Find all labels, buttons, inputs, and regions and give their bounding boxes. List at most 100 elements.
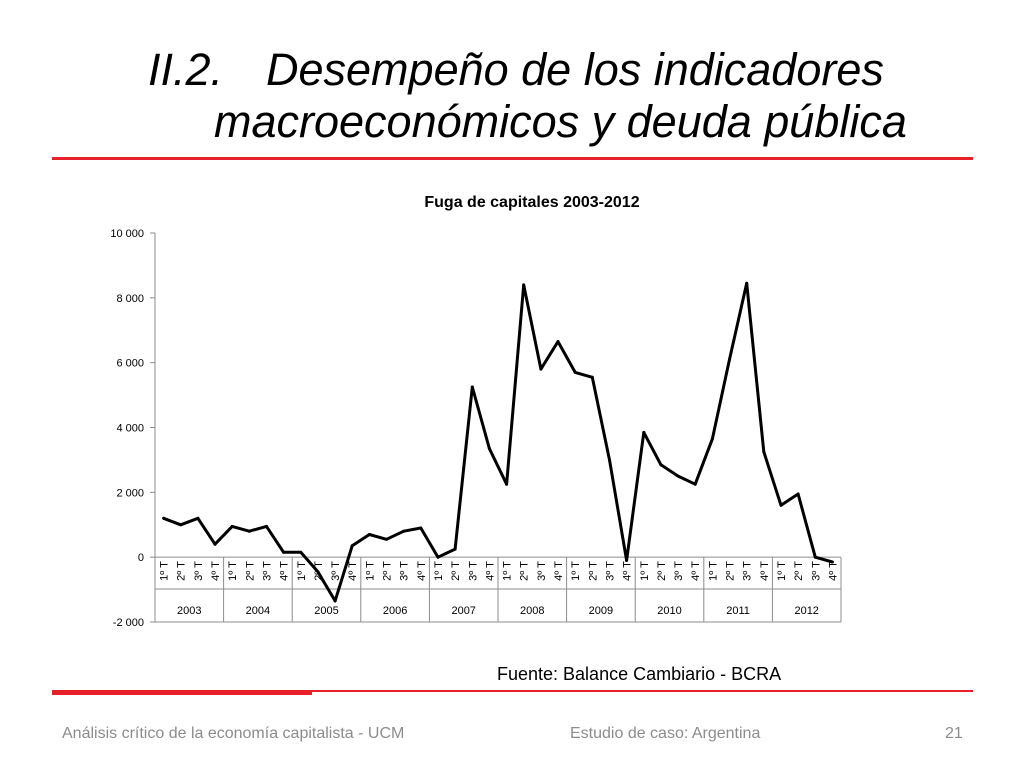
quarter-label: 3º T (810, 561, 822, 581)
data-point (436, 555, 440, 559)
quarter-label: 1º T (433, 561, 445, 581)
year-label: 2007 (451, 605, 475, 617)
data-point (367, 533, 371, 536)
quarter-label: 2º T (382, 561, 394, 581)
data-point (385, 537, 388, 541)
quarter-label: 1º T (502, 561, 514, 581)
data-point (230, 524, 234, 528)
data-point (179, 523, 183, 527)
quarter-label: 4º T (279, 561, 291, 581)
data-point (453, 547, 457, 551)
quarter-label: 2º T (450, 561, 462, 581)
quarter-label: 1º T (159, 561, 171, 581)
quarter-label: 4º T (759, 561, 771, 581)
footer-center: Estudio de caso: Argentina (570, 725, 761, 742)
data-point (162, 516, 166, 520)
data-point (247, 529, 251, 533)
data-point (659, 463, 663, 467)
year-label: 2005 (314, 605, 338, 617)
data-point (590, 375, 594, 379)
quarter-label: 3º T (261, 561, 273, 581)
data-point (762, 450, 766, 454)
year-label: 2003 (177, 605, 201, 617)
quarter-label: 3º T (742, 561, 754, 581)
data-point (487, 447, 491, 451)
quarter-label: 3º T (673, 561, 685, 581)
quarter-label: 3º T (467, 561, 479, 581)
quarter-label: 1º T (296, 561, 308, 581)
data-point (470, 385, 474, 389)
data-point (196, 516, 200, 520)
data-point (693, 482, 697, 486)
y-tick-label: 4 000 (116, 423, 144, 435)
quarter-label: 1º T (227, 561, 239, 581)
quarter-label: 1º T (707, 561, 719, 581)
quarter-label: 4º T (690, 561, 702, 581)
year-label: 2008 (520, 605, 544, 617)
quarter-label: 1º T (570, 561, 582, 581)
quarter-label: 4º T (622, 561, 634, 581)
quarter-label: 3º T (399, 561, 411, 581)
bottom-divider (52, 690, 973, 692)
quarter-label: 2º T (519, 561, 531, 581)
data-point (625, 558, 629, 562)
quarter-label: 1º T (364, 561, 376, 581)
data-point (522, 283, 526, 287)
data-point (282, 550, 286, 554)
footer-left: Análisis crítico de la economía capitali… (62, 725, 405, 742)
year-label: 2004 (246, 605, 270, 617)
data-point (676, 474, 680, 478)
data-point (265, 524, 268, 528)
data-point (830, 560, 834, 564)
quarter-label: 4º T (827, 561, 839, 581)
year-label: 2011 (726, 605, 750, 617)
year-label: 2006 (383, 605, 407, 617)
bottom-divider-accent (52, 690, 312, 695)
quarter-label: 2º T (793, 561, 805, 581)
data-point (333, 599, 337, 603)
quarter-label: 1º T (776, 561, 788, 581)
series-line (163, 281, 833, 603)
quarter-label: 4º T (210, 561, 222, 581)
quarter-label: 1º T (639, 561, 651, 581)
data-point (779, 503, 783, 507)
data-point (316, 570, 320, 574)
quarter-label: 4º T (484, 561, 496, 581)
top-divider (52, 157, 973, 160)
year-label: 2012 (794, 605, 818, 617)
page-number: 21 (945, 725, 963, 742)
data-point (813, 555, 817, 559)
slide-title: II.2. Desempeño de los indicadores macroe… (148, 44, 1008, 148)
year-label: 2009 (589, 605, 613, 617)
data-point (505, 482, 509, 486)
quarter-label: 3º T (536, 561, 548, 581)
data-point (556, 340, 560, 344)
quarter-label: 3º T (193, 561, 205, 581)
quarter-label: 2º T (587, 561, 599, 581)
y-tick-label: 6 000 (116, 358, 144, 370)
year-label: 2010 (657, 605, 681, 617)
data-point (213, 542, 217, 546)
data-point (350, 544, 354, 548)
data-point (402, 529, 406, 533)
data-point (728, 357, 731, 361)
quarter-label: 2º T (244, 561, 256, 581)
y-tick-label: 2 000 (116, 487, 144, 499)
chart-title: Fuga de capitales 2003-2012 (424, 194, 639, 211)
y-tick-label: 0 (138, 552, 144, 564)
data-point (796, 492, 800, 496)
quarter-label: 3º T (330, 561, 342, 581)
source-note: Fuente: Balance Cambiario - BCRA (497, 664, 782, 684)
quarter-label: 4º T (347, 561, 359, 581)
quarter-label: 2º T (656, 561, 668, 581)
data-point (419, 526, 423, 530)
data-point (710, 437, 714, 441)
quarter-label: 4º T (416, 561, 428, 581)
title-line-2: macroeconómicos y deuda pública (214, 96, 907, 147)
title-number: II.2. (148, 44, 224, 95)
data-point (299, 550, 303, 554)
data-point (573, 370, 577, 374)
y-tick-label: 8 000 (116, 293, 144, 305)
data-point (745, 281, 749, 285)
